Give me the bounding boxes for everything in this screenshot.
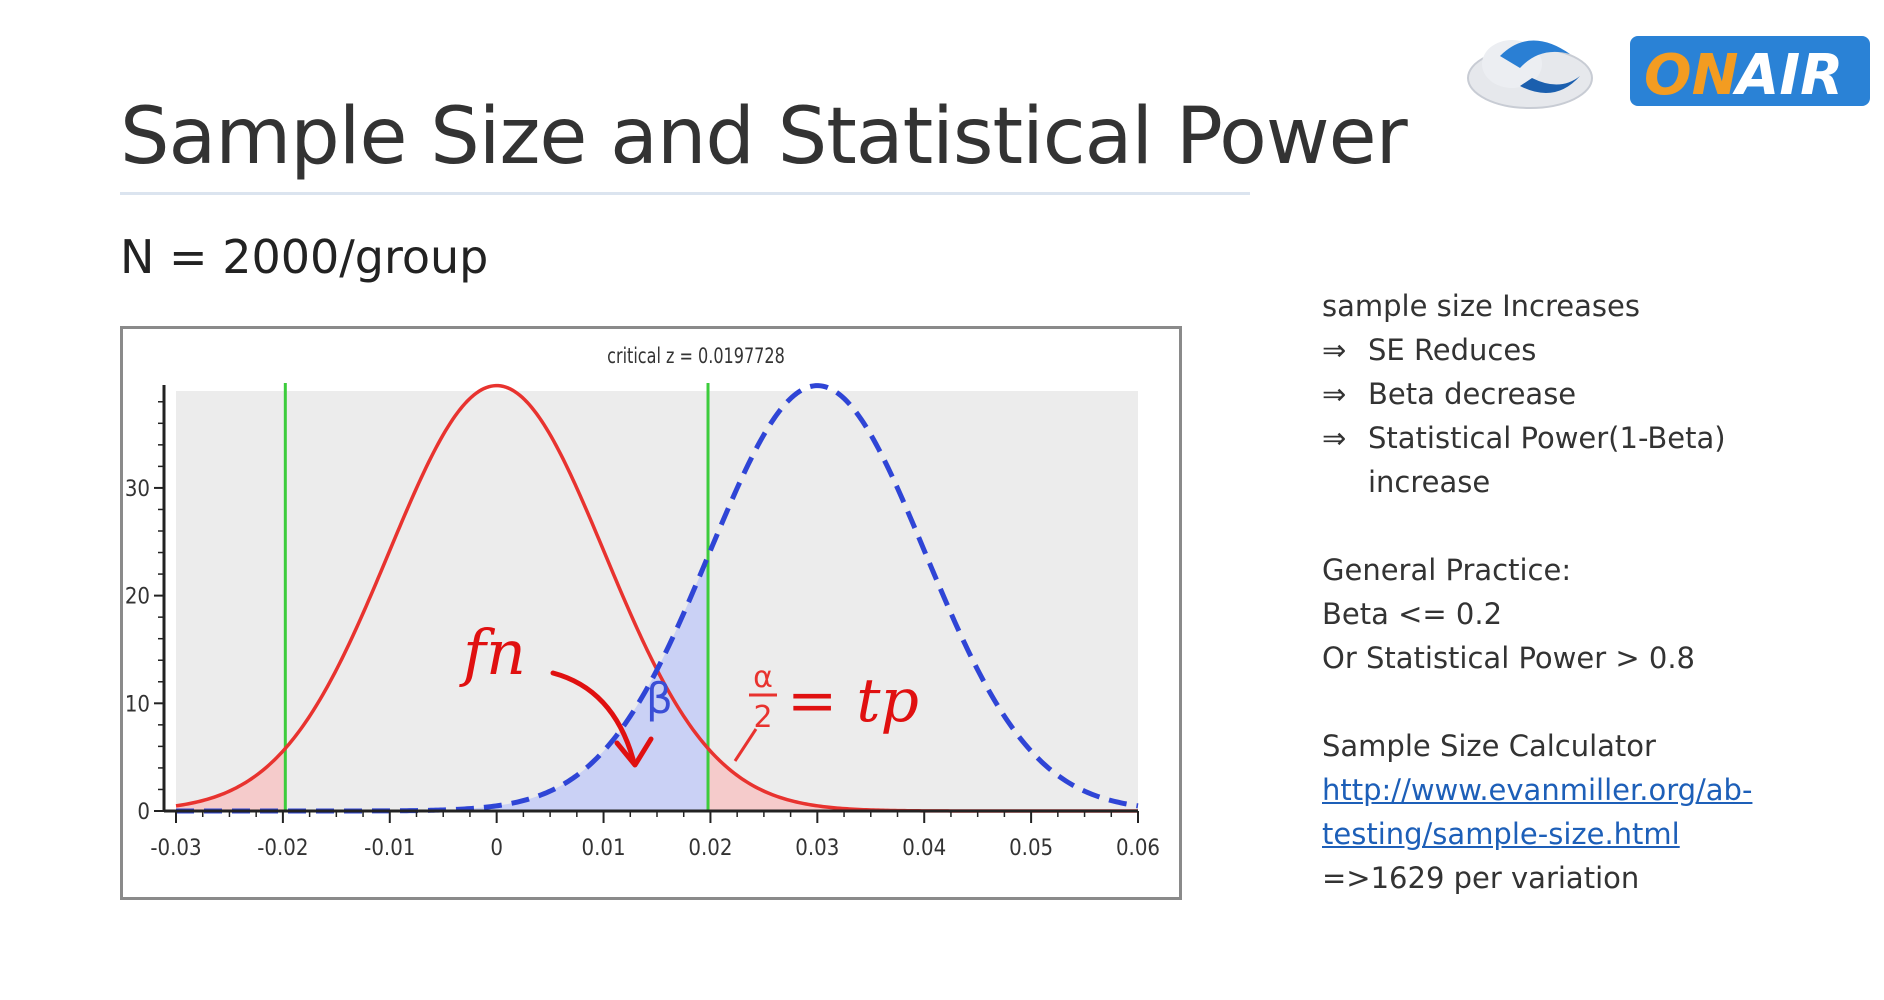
onair-logo: ON AIR [1467, 36, 1870, 109]
chart-title: critical z = 0.0197728 [607, 344, 785, 369]
note-beta-decrease: ⇒ Beta decrease [1322, 372, 1862, 416]
implies-icon: ⇒ [1322, 377, 1347, 411]
shaded-region-1 [708, 748, 1138, 811]
note-beta-threshold: Beta <= 0.2 [1322, 597, 1503, 631]
note-power-text: Statistical Power(1-Beta) [1368, 421, 1726, 455]
logo-on-text: ON [1644, 43, 1738, 108]
y-tick-label-3: 30 [125, 477, 150, 502]
x-tick-label-2: -0.01 [364, 836, 415, 861]
logo-air-text: AIR [1732, 43, 1843, 108]
normal-distribution-chart: -0.03 -0.02 -0.01 0 0.01 0.02 0.03 0.04 0.05 0.06… [125, 344, 1160, 861]
x-tick-label-7: 0.04 [902, 836, 946, 861]
annotation-two: 2 [753, 700, 772, 735]
y-tick-label-1: 10 [125, 692, 150, 717]
slide-subtitle: N = 2000/group [120, 230, 489, 284]
note-se-text: SE Reduces [1368, 333, 1537, 367]
implies-icon: ⇒ [1322, 421, 1347, 455]
note-result: =>1629 per variation [1322, 861, 1640, 895]
implies-icon: ⇒ [1322, 333, 1347, 367]
notes-panel: sample size Increases ⇒ SE Reduces ⇒ Beta … [1322, 284, 1862, 900]
note-power-threshold: Or Statistical Power > 0.8 [1322, 641, 1696, 675]
logo-badge [1630, 36, 1870, 106]
note-sample-size: sample size Increases [1322, 289, 1640, 323]
critical-lines [283, 383, 710, 811]
annotation-alpha: α [753, 660, 773, 695]
calculator-link-part2[interactable]: testing/sample-size.html [1322, 817, 1680, 851]
chart-frame: -0.03 -0.02 -0.01 0 0.01 0.02 0.03 0.04 0.05 0.06… [120, 326, 1182, 900]
annotation-tp: = tp [787, 666, 919, 736]
x-tick-label-3: 0 [490, 836, 503, 861]
annotation-arrow [550, 670, 636, 762]
x-tick-label-4: 0.01 [582, 836, 626, 861]
x-tick-label-0: -0.03 [150, 836, 201, 861]
y-tick-label-0: 0 [137, 800, 150, 825]
annotation-pointer [733, 728, 758, 762]
series-curve-1 [176, 383, 1139, 814]
x-tick-label-9: 0.06 [1116, 836, 1160, 861]
y-tick-label-2: 20 [125, 585, 150, 610]
title-divider [120, 192, 1250, 195]
note-increase: increase [1368, 465, 1491, 499]
handwritten-annotations: fn β α 2 = tp [459, 616, 919, 768]
note-general-practice: General Practice: [1322, 553, 1572, 587]
x-tick-label-1: -0.02 [257, 836, 308, 861]
annotation-beta: β [646, 674, 673, 723]
slide-title: Sample Size and Statistical Power [120, 92, 1408, 182]
shaded-regions [176, 556, 1138, 811]
x-tick-label-6: 0.03 [795, 836, 839, 861]
shaded-region-0 [176, 748, 286, 811]
shaded-region-2 [176, 556, 709, 811]
note-calculator: Sample Size Calculator [1322, 729, 1656, 763]
cloud-swirl-icon [1467, 40, 1593, 109]
x-tick-label-8: 0.05 [1009, 836, 1053, 861]
note-se-reduces: ⇒ SE Reduces [1322, 328, 1862, 372]
note-power: ⇒ Statistical Power(1-Beta) [1322, 416, 1862, 460]
x-tick-label-5: 0.02 [688, 836, 732, 861]
annotation-fn: fn [459, 616, 526, 689]
axes: -0.03 -0.02 -0.01 0 0.01 0.02 0.03 0.04 0.05 0.06… [125, 385, 1160, 861]
note-beta-text: Beta decrease [1368, 377, 1577, 411]
annotation-arrowhead [614, 736, 654, 768]
calculator-link-part1[interactable]: http://www.evanmiller.org/ab- [1322, 773, 1753, 807]
